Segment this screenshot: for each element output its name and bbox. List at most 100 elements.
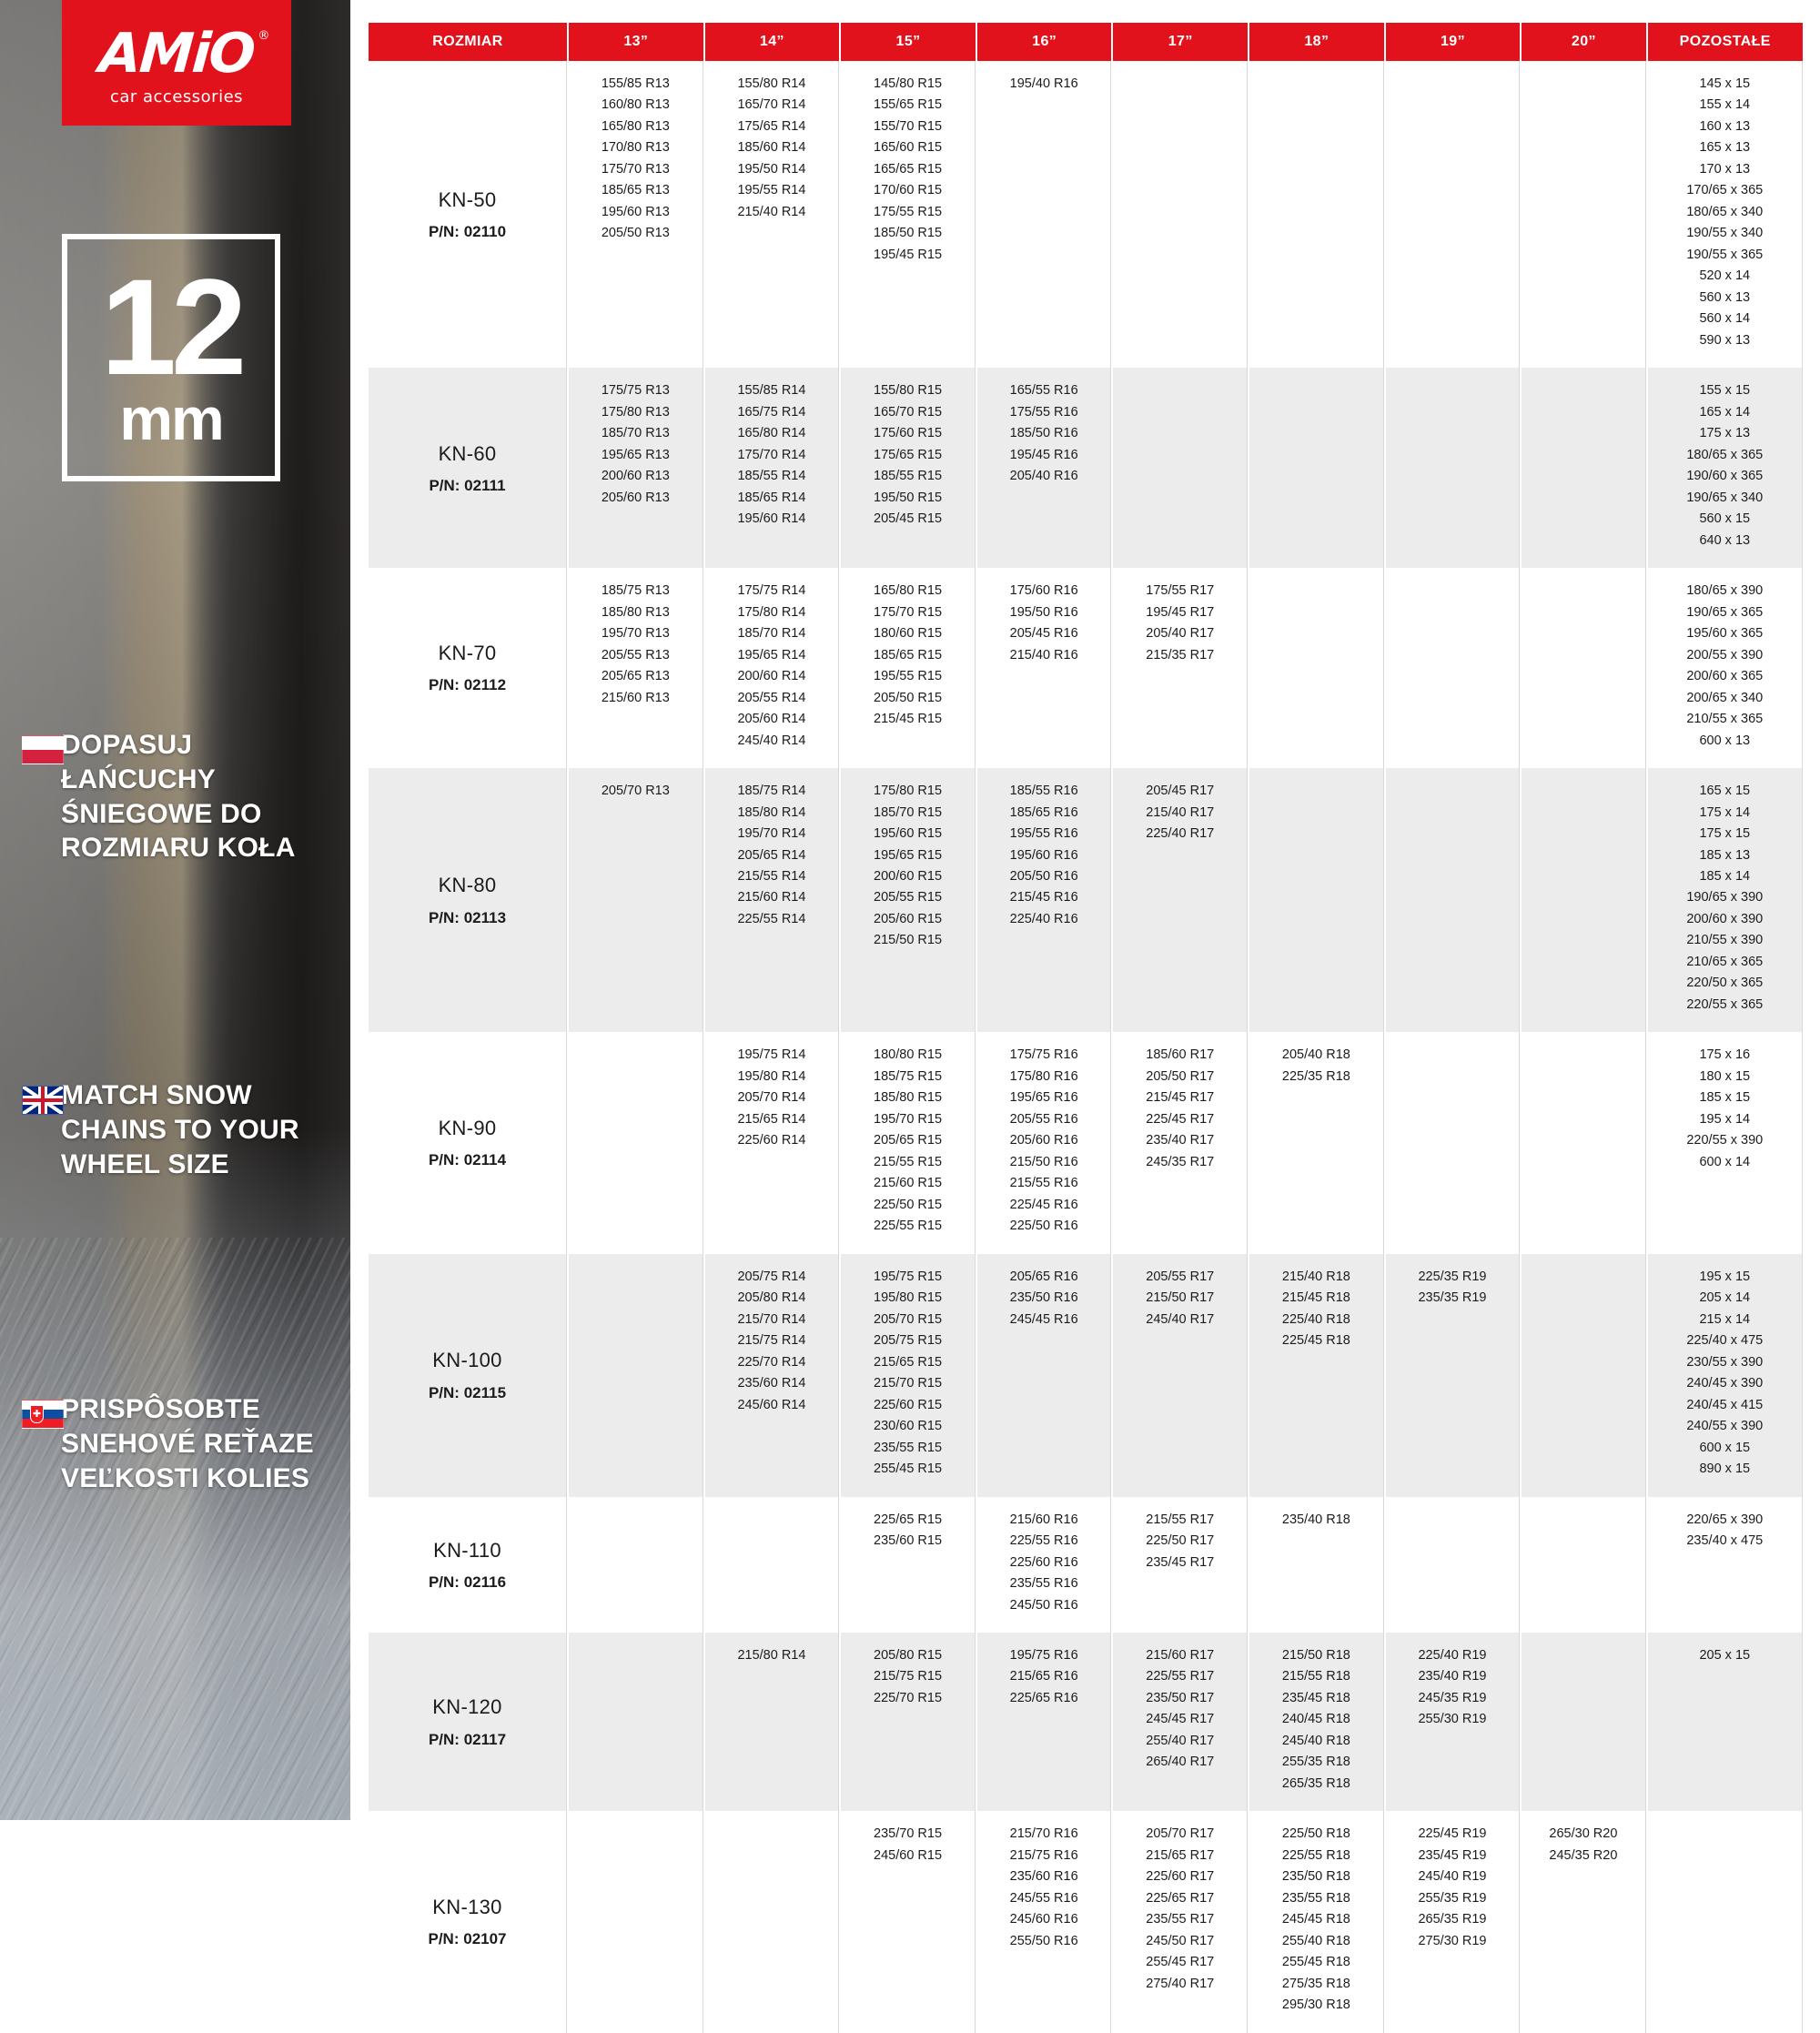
size-value: 145 x 15	[1699, 76, 1751, 91]
size-cell-c18: 235/40 R18	[1249, 1496, 1384, 1633]
size-cell-c18	[1249, 768, 1384, 1033]
size-cell-c16: 185/55 R16 185/65 R16 195/55 R16 195/60 R16…	[976, 768, 1112, 1033]
col-header-16: 16”	[976, 23, 1112, 61]
model-name: KN-80	[438, 874, 497, 897]
size-cell-c20	[1522, 1253, 1646, 1497]
size-cell-c18: 225/50 R18 225/55 R18 235/50 R18 235/55 R18…	[1249, 1811, 1384, 2033]
size-value: 215/40 R16	[1009, 647, 1078, 662]
size-value: 165/80 R13	[601, 118, 670, 134]
size-value: 185/50 R15	[874, 226, 943, 241]
size-value: 245/45 R18	[1281, 1912, 1350, 1927]
size-cell-c15: 180/80 R15 185/75 R15 185/80 R15 195/70 R15…	[841, 1032, 976, 1254]
size-value: 185/80 R15	[874, 1090, 943, 1106]
size-value: 225/70 R15	[874, 1690, 943, 1705]
size-cell-c18: 205/40 R18 225/35 R18	[1249, 1032, 1384, 1254]
size-value: 245/40 R18	[1281, 1733, 1350, 1748]
size-value: 185/80 R13	[601, 604, 670, 620]
size-value: 215/45 R16	[1009, 890, 1078, 905]
size-cell-c13: 185/75 R13 185/80 R13 195/70 R13 205/55 R13…	[569, 568, 703, 769]
size-value: 210/55 x 390	[1686, 933, 1764, 948]
size-value: 185/55 R14	[737, 469, 806, 484]
table-row: KN-70 P/N: 02112 185/75 R13 185/80 R13 195/7…	[369, 568, 1803, 769]
size-value: 275/30 R19	[1418, 1933, 1487, 1948]
size-value: 195/45 R16	[1009, 447, 1078, 462]
size-value: 225/65 R15	[874, 1512, 943, 1527]
size-cell-other: 180/65 x 390 190/65 x 365 195/60 x 365 200/…	[1647, 568, 1803, 769]
size-value: 215/35 R17	[1146, 647, 1215, 662]
size-value: 255/45 R18	[1281, 1955, 1350, 1970]
size-value: 180/80 R15	[874, 1047, 943, 1063]
amio-logo: AMiO ® car accessories	[62, 0, 291, 126]
size-cell-c14	[704, 1496, 840, 1633]
size-value: 235/40 R17	[1146, 1133, 1215, 1148]
size-value: 195/65 R14	[737, 647, 806, 662]
size-cell-other: 205 x 15	[1647, 1633, 1803, 1812]
size-value: 215/55 R18	[1281, 1669, 1350, 1684]
photo-vignette	[0, 0, 350, 1820]
size-cell-other: 145 x 15 155 x 14 160 x 13 165 x 13 170 x 13…	[1647, 61, 1803, 369]
size-value: 195/70 R13	[601, 626, 670, 642]
size-value: 225/70 R14	[737, 1354, 806, 1370]
size-cell-c18	[1249, 61, 1384, 369]
size-value: 245/35 R20	[1549, 1847, 1618, 1863]
size-cell-c19	[1385, 768, 1521, 1033]
size-value: 165/75 R14	[737, 404, 806, 420]
size-value: 240/55 x 390	[1686, 1419, 1764, 1434]
model-part-number: P/N: 02115	[374, 1381, 561, 1405]
model-part-number: P/N: 02114	[374, 1148, 561, 1172]
size-value: 235/60 R15	[874, 1533, 943, 1549]
model-name: KN-90	[438, 1117, 497, 1140]
size-value: 235/45 R18	[1281, 1690, 1350, 1705]
headline-en: MATCH SNOW CHAINS TO YOUR WHEEL SIZE	[61, 1080, 299, 1179]
model-part-number: P/N: 02107	[374, 1927, 561, 1951]
part-number-value: 02107	[463, 1930, 507, 1948]
size-value: 175/75 R14	[737, 583, 806, 599]
size-cell-other: 175 x 16 180 x 15 185 x 15 195 x 14 220/55 x…	[1647, 1032, 1803, 1254]
size-value: 245/50 R17	[1146, 1933, 1215, 1948]
size-value: 200/60 R15	[874, 868, 943, 884]
size-value: 185/55 R16	[1009, 784, 1078, 799]
size-value: 225/60 R16	[1009, 1554, 1078, 1570]
size-value: 215/60 R13	[601, 690, 670, 705]
size-cell-c18: 215/40 R18 215/45 R18 225/40 R18 225/45 R18	[1249, 1253, 1384, 1497]
size-value: 180 x 15	[1699, 1068, 1751, 1084]
size-cell-c13: 205/70 R13	[569, 768, 703, 1033]
size-value: 215/50 R15	[874, 933, 943, 948]
size-value: 185/75 R14	[737, 784, 806, 799]
size-value: 235/50 R17	[1146, 1690, 1215, 1705]
size-value: 245/60 R15	[874, 1847, 943, 1863]
size-value: 195/55 R16	[1009, 826, 1078, 842]
size-cell-c17: 205/55 R17 215/50 R17 245/40 R17	[1113, 1253, 1249, 1497]
size-value: 155/80 R14	[737, 76, 806, 91]
size-value: 215/70 R15	[874, 1376, 943, 1391]
size-value: 185/80 R14	[737, 804, 806, 820]
size-value: 235/45 R17	[1146, 1554, 1215, 1570]
part-number-label: P/N:	[428, 1730, 464, 1748]
size-cell-c16: 175/60 R16 195/50 R16 205/45 R16 215/40 R16	[976, 568, 1112, 769]
size-cell-c14: 175/75 R14 175/80 R14 185/70 R14 195/65 R14…	[704, 568, 840, 769]
model-name: KN-70	[438, 642, 497, 665]
size-cell-c16: 195/40 R16	[976, 61, 1112, 369]
size-value: 175/70 R15	[874, 604, 943, 620]
size-value: 175/70 R14	[737, 447, 806, 462]
size-cell-c19	[1385, 1496, 1521, 1633]
size-cell-c15: 225/65 R15 235/60 R15	[841, 1496, 976, 1633]
size-cell-c19	[1385, 368, 1521, 569]
size-value: 165/80 R15	[874, 583, 943, 599]
model-name: KN-110	[433, 1538, 501, 1562]
size-value: 180/65 x 340	[1686, 204, 1764, 219]
part-number-label: P/N:	[428, 223, 464, 241]
size-value: 205/40 R17	[1146, 626, 1215, 642]
snow-chain-size-table: ROZMIAR 13” 14” 15” 16” 17” 18” 19” 20” …	[367, 23, 1805, 2033]
model-cell: KN-110 P/N: 02116	[369, 1496, 568, 1633]
size-value: 225/45 R18	[1281, 1333, 1350, 1349]
size-value: 215/40 R17	[1146, 804, 1215, 820]
size-value: 175/80 R13	[601, 404, 670, 420]
col-header-19: 19”	[1385, 23, 1521, 61]
size-cell-c17: 185/60 R17 205/50 R17 215/45 R17 225/45 R17…	[1113, 1032, 1249, 1254]
size-value: 175 x 16	[1699, 1047, 1751, 1063]
size-value: 225/50 R16	[1009, 1219, 1078, 1234]
size-value: 225/55 R17	[1146, 1669, 1215, 1684]
size-value: 230/55 x 390	[1686, 1354, 1764, 1370]
size-value: 165/70 R15	[874, 404, 943, 420]
